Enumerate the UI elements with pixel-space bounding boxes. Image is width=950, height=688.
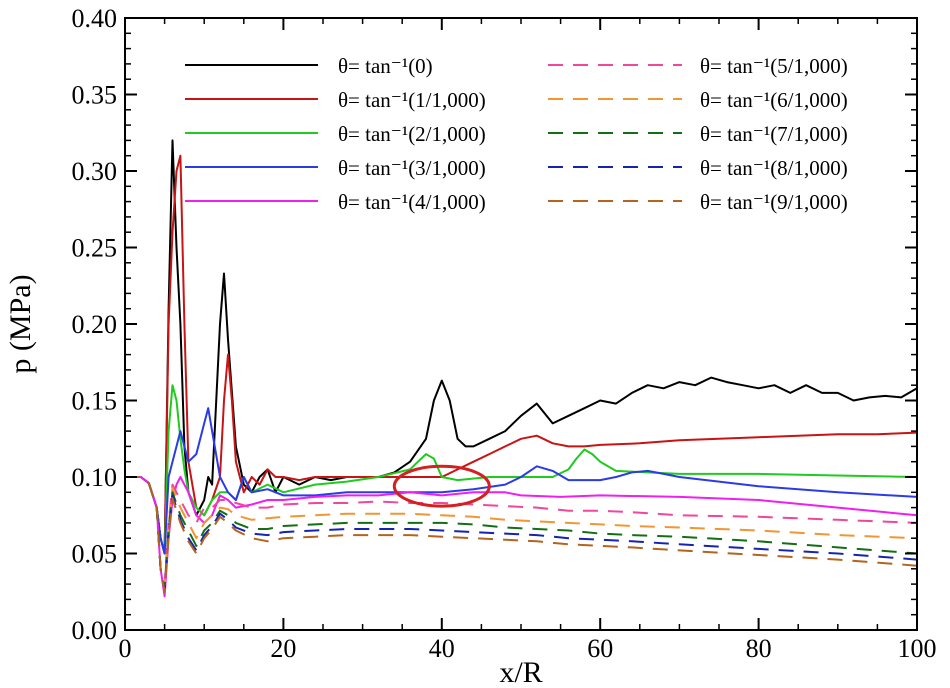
y-tick-label: 0.40 [72,4,118,33]
y-tick-label: 0.10 [72,463,118,492]
x-tick-label: 0 [119,634,132,663]
legend-label-5: θ= tan⁻¹(5/1,000) [700,54,848,78]
series-line-8 [125,476,918,592]
legend-label-8: θ= tan⁻¹(8/1,000) [700,156,848,180]
y-tick-label: 0.05 [72,540,118,569]
series-layer [125,139,918,598]
series-line-9 [125,476,918,593]
x-axis-title: x/R [499,656,542,688]
x-tick-label: 100 [898,634,937,663]
legend-label-6: θ= tan⁻¹(6/1,000) [700,88,848,112]
annotation-layer [392,464,491,508]
legend-label-2: θ= tan⁻¹(2/1,000) [338,122,486,146]
y-tick-label: 0.20 [72,310,118,339]
y-tick-label: 0.25 [72,234,118,263]
legend-label-1: θ= tan⁻¹(1/1,000) [338,88,486,112]
x-tick-label: 40 [429,634,455,663]
series-line-6 [125,476,918,589]
x-tick-label: 80 [746,634,772,663]
x-tick-label: 20 [270,634,296,663]
legend-label-7: θ= tan⁻¹(7/1,000) [700,122,848,146]
y-tick-label: 0.30 [72,157,118,186]
series-line-3 [125,407,918,555]
series-line-7 [125,476,918,590]
axis-label-layer: 0 20 40 60 80 100 0.00 0.05 0.10 0.15 0.20 0.25 0.30… [72,4,937,663]
tick-layer [124,17,918,631]
highlight-ellipse [392,464,491,508]
series-line-1 [125,154,918,555]
y-tick-label: 0.00 [72,616,118,645]
legend-label-0: θ= tan⁻¹(0) [338,54,433,78]
y-axis-title: p (MPa) [4,274,37,373]
series-line-4 [125,476,918,598]
x-tick-label: 60 [587,634,613,663]
y-tick-label: 0.35 [72,81,118,110]
legend-label-4: θ= tan⁻¹(4/1,000) [338,190,486,214]
series-line-5 [125,476,918,586]
legend-label-3: θ= tan⁻¹(3/1,000) [338,156,486,180]
legend: θ= tan⁻¹(0) θ= tan⁻¹(1/1,000) θ= tan⁻¹(2/1… [185,54,848,214]
y-tick-label: 0.15 [72,387,118,416]
legend-label-9: θ= tan⁻¹(9/1,000) [700,190,848,214]
series-line-2 [125,384,918,555]
